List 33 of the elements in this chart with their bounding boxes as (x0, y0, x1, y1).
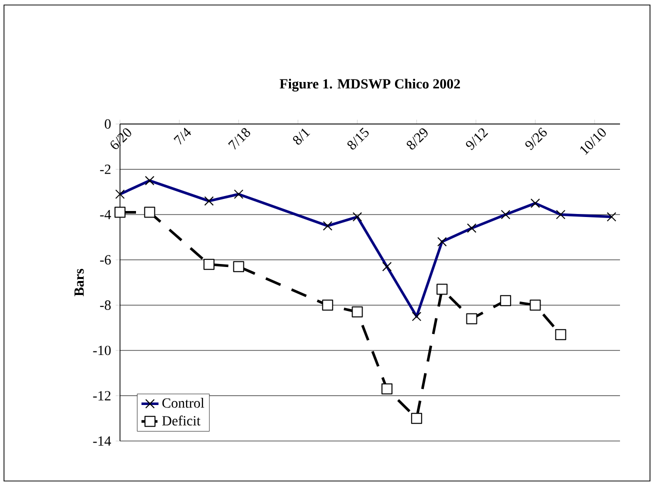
point (466, 313, 478, 324)
point (436, 284, 448, 295)
y-tick-label: -14 (93, 436, 112, 446)
x-tick-label: 9/12 (466, 128, 488, 150)
chart-title: Figure 1. MDSWP Chico 2002 (280, 78, 460, 92)
y-tick-label: -8 (100, 300, 111, 310)
point (322, 300, 334, 311)
y-tick-label: 0 (104, 119, 111, 129)
y-axis-title: Bars (74, 268, 84, 296)
x-tick-label: 7/4 (174, 128, 192, 145)
point (555, 329, 566, 340)
y-tick-label: -12 (93, 391, 110, 400)
legend-label: Control (162, 398, 204, 408)
point (352, 306, 363, 318)
point (144, 206, 156, 218)
x-tick-label: 7/18 (228, 128, 250, 150)
x-tick-label: 6/20 (110, 128, 132, 150)
x-tick-label: 8/15 (347, 128, 369, 150)
y-tick-label: -6 (100, 255, 111, 265)
y-tick-label: -2 (100, 164, 110, 174)
point (233, 261, 244, 272)
legend-label: Deficit (162, 416, 200, 426)
x-tick-label: 8/29 (406, 128, 428, 150)
x-tick-label: 8/1 (293, 128, 310, 145)
point (411, 412, 422, 424)
point (114, 206, 126, 218)
x-tick-label: 9/26 (525, 128, 547, 150)
y-tick-label: -4 (100, 210, 112, 220)
point (500, 295, 512, 306)
y-tick-label: -10 (93, 346, 111, 356)
point (203, 258, 214, 270)
point (381, 383, 392, 394)
point (530, 300, 541, 311)
